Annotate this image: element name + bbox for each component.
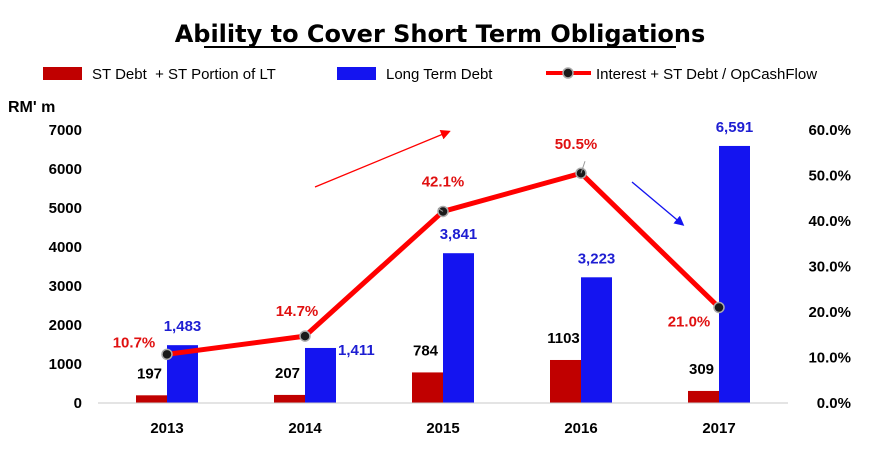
y-tick-label: 5000 [49, 200, 82, 217]
bar-lt-debt [443, 253, 474, 403]
ratio-point [161, 348, 173, 361]
trend-arrow-down [631, 181, 685, 226]
bar-st-debt [412, 372, 443, 403]
x-tick-label: 2017 [702, 420, 735, 437]
legend: ST Debt + ST Portion of LT Long Term Deb… [43, 66, 817, 83]
y2-tick-label: 40.0% [808, 213, 851, 230]
label-leader [580, 161, 586, 174]
y2-tick-label: 30.0% [808, 259, 851, 276]
x-tick-label: 2013 [150, 420, 183, 437]
bar-st-debt [550, 359, 581, 403]
y-tick-label: 2000 [49, 317, 82, 334]
y2-tick-label: 10.0% [808, 350, 851, 367]
bar-st-debt [136, 395, 167, 403]
legend-label-lt-debt: Long Term Debt [386, 66, 493, 83]
label-st-debt: 309 [689, 361, 714, 378]
ratio-labels: 10.7% 14.7% 42.1% 50.5% 21.0% [113, 136, 711, 351]
x-tick-label: 2016 [564, 420, 597, 437]
label-ratio: 50.5% [555, 136, 598, 153]
legend-swatch-lt-debt [337, 67, 376, 80]
legend-marker-ratio [562, 67, 574, 79]
label-st-debt: 1103 [547, 330, 580, 347]
bar-st-debt [274, 394, 305, 403]
bar-lt-debt [305, 347, 336, 403]
y2-tick-label: 0.0% [817, 395, 851, 412]
label-leader [437, 208, 444, 212]
label-st-debt: 207 [275, 365, 300, 382]
label-ratio: 42.1% [422, 173, 465, 190]
ratio-point [713, 301, 725, 314]
y-tick-label: 3000 [49, 278, 82, 295]
y-tick-label: 1000 [49, 356, 82, 373]
x-tick-label: 2014 [288, 420, 322, 437]
y-tick-label: 0 [74, 395, 82, 412]
label-st-debt: 784 [413, 342, 439, 359]
label-lt-debt: 1,483 [164, 318, 202, 335]
bar-st-debt [688, 390, 719, 403]
y2-tick-label: 20.0% [808, 304, 851, 321]
bars [136, 145, 750, 404]
trend-arrow-up [314, 130, 451, 188]
y-tick-label: 4000 [49, 239, 82, 256]
label-ratio: 21.0% [668, 313, 711, 330]
bar-labels: 197 1,483 207 1,411 784 3,841 1103 3,223 309 6,59… [137, 119, 753, 382]
x-axis-ticks: 2013 2014 2015 2016 2017 [150, 420, 735, 437]
label-ratio: 10.7% [113, 334, 156, 351]
legend-label-ratio: Interest + ST Debt / OpCashFlow [596, 66, 817, 83]
y-tick-label: 7000 [49, 122, 82, 139]
legend-label-st-debt: ST Debt + ST Portion of LT [92, 66, 276, 83]
y2-axis-ticks: 0.0% 10.0% 20.0% 30.0% 40.0% 50.0% 60.0% [808, 122, 851, 412]
y-tick-label: 6000 [49, 161, 82, 178]
y2-tick-label: 60.0% [808, 122, 851, 139]
y2-tick-label: 50.0% [808, 168, 851, 185]
label-lt-debt: 1,411 [338, 342, 375, 359]
y-axis-ticks: 0 1000 2000 3000 4000 5000 6000 7000 [49, 122, 82, 412]
label-lt-debt: 3,841 [440, 226, 478, 243]
chart-title: Ability to Cover Short Term Obligations [175, 20, 706, 48]
bar-lt-debt [719, 145, 750, 404]
label-lt-debt: 3,223 [578, 250, 616, 267]
legend-swatch-st-debt [43, 67, 82, 80]
label-st-debt: 197 [137, 365, 162, 382]
label-ratio: 14.7% [276, 303, 319, 320]
x-tick-label: 2015 [426, 420, 459, 437]
y-axis-unit: RM' m [8, 99, 55, 116]
ratio-point [299, 330, 311, 342]
label-lt-debt: 6,591 [716, 119, 754, 136]
bar-lt-debt [581, 277, 612, 403]
